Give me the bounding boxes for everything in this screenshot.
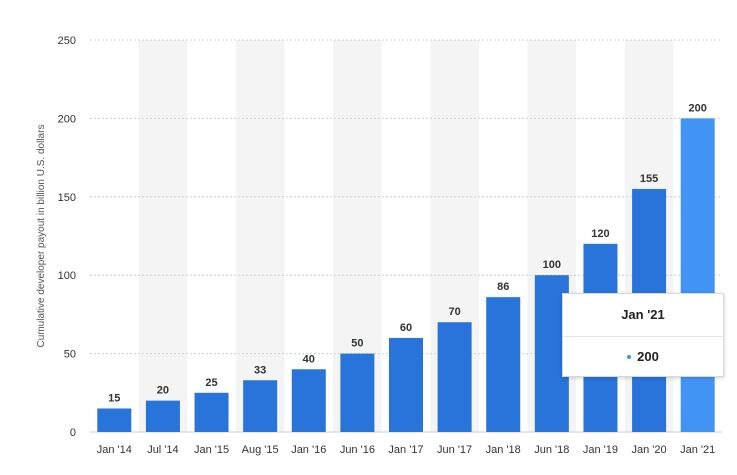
- data-label: 15: [108, 392, 120, 404]
- y-tick-label: 250: [58, 35, 76, 47]
- x-tick-label: Jan '20: [632, 444, 667, 456]
- data-label: 70: [448, 306, 460, 318]
- band: [235, 40, 285, 432]
- data-label: 40: [303, 353, 315, 365]
- data-label: 25: [205, 377, 217, 389]
- x-tick-label: Jan '16: [291, 444, 326, 456]
- data-label: 200: [689, 102, 707, 114]
- bar[interactable]: [97, 408, 132, 432]
- bar[interactable]: [243, 380, 278, 432]
- bar[interactable]: [680, 118, 715, 433]
- x-tick-label: Jan '14: [97, 444, 132, 456]
- y-axis-ticks: 0 50 100 150 200 250: [58, 35, 76, 439]
- x-tick-label: Jun '17: [437, 444, 472, 456]
- bar[interactable]: [340, 353, 375, 432]
- bar[interactable]: [437, 322, 472, 432]
- y-tick-label: 50: [64, 349, 76, 361]
- y-tick-label: 200: [58, 113, 76, 125]
- bar[interactable]: [486, 297, 521, 432]
- y-tick-label: 150: [58, 192, 76, 204]
- tooltip-title: Jan '21: [563, 294, 723, 337]
- x-tick-label: Jan '21: [680, 444, 715, 456]
- x-tick-label: Jun '16: [340, 444, 375, 456]
- data-label: 20: [157, 385, 169, 397]
- x-tick-label: Jan '19: [583, 444, 618, 456]
- bar[interactable]: [389, 337, 423, 432]
- y-axis-title: Cumulative developer payout in billion U…: [36, 125, 47, 348]
- data-label: 60: [400, 322, 412, 334]
- x-tick-label: Jun '18: [534, 444, 569, 456]
- x-tick-label: Jan '18: [486, 444, 521, 456]
- data-label: 155: [640, 173, 658, 185]
- x-tick-label: Aug '15: [242, 444, 279, 456]
- data-label: 120: [591, 228, 609, 240]
- tooltip-value: 200: [637, 349, 659, 364]
- data-label: 100: [543, 259, 561, 271]
- x-tick-label: Jul '14: [147, 444, 178, 456]
- data-labels: 15 20 25 33 40 50 60 70 86 100 120 155 200: [108, 102, 707, 404]
- series-dot-icon: [627, 354, 632, 359]
- x-tick-label: Jan '15: [194, 444, 229, 456]
- bar[interactable]: [194, 392, 229, 432]
- y-tick-label: 100: [58, 270, 76, 282]
- x-tick-label: Jan '17: [388, 444, 423, 456]
- tooltip-value-row: 200: [563, 337, 723, 377]
- tooltip: Jan '21 200: [562, 293, 724, 377]
- bar[interactable]: [291, 369, 326, 432]
- x-axis-ticks: Jan '14 Jul '14 Jan '15 Aug '15 Jan '16 Jun '…: [97, 444, 716, 456]
- data-label: 33: [254, 364, 266, 376]
- bar[interactable]: [145, 400, 180, 432]
- data-label: 86: [497, 281, 509, 293]
- y-tick-label: 0: [70, 427, 76, 439]
- band: [138, 40, 188, 432]
- data-label: 50: [351, 338, 363, 350]
